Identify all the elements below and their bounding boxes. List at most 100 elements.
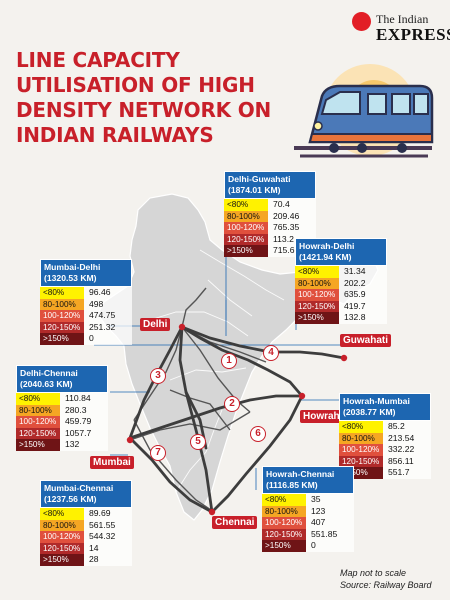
brand-logo-icon — [352, 12, 371, 31]
category-label: 120-150% — [224, 233, 268, 246]
category-label: 100-120% — [339, 444, 383, 456]
scale-note: Map not to scale — [340, 568, 407, 578]
route-line-1 — [180, 325, 304, 398]
category-value: 544.32 — [84, 531, 132, 543]
panel-row: 80-100% 123 — [262, 505, 354, 518]
panel-row: 120-150% 419.7 — [295, 300, 387, 313]
category-label: <80% — [295, 266, 339, 278]
category-value: 202.2 — [339, 277, 387, 290]
category-value: 110.84 — [60, 393, 108, 405]
panel-delhi-chennai: Delhi-Chennai (2040.63 KM) <80% 110.84 80… — [16, 365, 108, 451]
category-value: 85.2 — [383, 421, 431, 433]
panel-header: Delhi-Guwahati (1874.01 KM) — [224, 171, 316, 199]
brand: The Indian EXPRESS — [352, 10, 450, 50]
route-number-7: 7 — [150, 445, 166, 461]
panel-route-name: Mumbai-Delhi — [44, 262, 101, 272]
route-number-3: 3 — [150, 368, 166, 384]
title-line: UTILISATION OF HIGH — [16, 73, 255, 97]
category-value: 113.2 — [268, 233, 316, 246]
category-value: 715.6 — [268, 245, 316, 257]
panel-row: 120-150% 856.11 — [339, 455, 431, 468]
panel-row: <80% 89.69 — [40, 508, 132, 520]
category-value: 0 — [306, 540, 354, 552]
panel-route-length: (1874.01 KM) — [228, 185, 281, 195]
category-value: 89.69 — [84, 508, 132, 520]
panel-row: 120-150% 551.85 — [262, 528, 354, 541]
category-label: 100-120% — [224, 222, 268, 234]
category-label: 100-120% — [40, 310, 84, 322]
category-value: 96.46 — [84, 287, 132, 299]
category-label: 100-120% — [16, 416, 60, 428]
category-label: >150% — [40, 554, 84, 566]
category-value: 132.8 — [339, 312, 387, 324]
panel-route-name: Howrah-Delhi — [299, 241, 355, 251]
panel-row: 120-150% 251.32 — [40, 321, 132, 334]
panel-row: >150% 551.7 — [339, 467, 431, 479]
panel-row: >150% 132.8 — [295, 312, 387, 324]
category-label: 120-150% — [16, 427, 60, 440]
panel-route-name: Mumbai-Chennai — [44, 483, 114, 493]
category-label: 120-150% — [262, 528, 306, 541]
category-label: <80% — [40, 287, 84, 299]
route-line-7 — [128, 436, 214, 514]
panel-delhi-guwahati: Delhi-Guwahati (1874.01 KM) <80% 70.4 80-… — [224, 171, 316, 257]
route-line-3b — [178, 325, 214, 514]
brand-line2: EXPRESS — [376, 25, 450, 44]
category-value: 765.35 — [268, 222, 316, 234]
category-value: 635.9 — [339, 289, 387, 301]
panel-route-length: (2040.63 KM) — [20, 379, 73, 389]
panel-header: Delhi-Chennai (2040.63 KM) — [16, 365, 108, 393]
panel-row: 120-150% 14 — [40, 542, 132, 555]
panel-route-length: (1237.56 KM) — [44, 494, 97, 504]
city-label-mumbai: Mumbai — [90, 456, 134, 469]
category-label: <80% — [262, 494, 306, 506]
category-label: >150% — [224, 245, 268, 257]
title: LINE CAPACITY UTILISATION OF HIGH DENSIT… — [16, 48, 296, 148]
category-label: >150% — [40, 333, 84, 345]
category-label: 120-150% — [40, 542, 84, 555]
panel-row: 80-100% 213.54 — [339, 432, 431, 445]
route-number-5: 5 — [190, 434, 206, 450]
panel-row: 80-100% 280.3 — [16, 404, 108, 417]
panel-row: 100-120% 544.32 — [40, 531, 132, 543]
panel-route-length: (1116.85 KM) — [266, 480, 318, 490]
panel-row: 80-100% 202.2 — [295, 277, 387, 290]
panel-row: <80% 31.34 — [295, 266, 387, 278]
category-label: <80% — [40, 508, 84, 520]
category-value: 251.32 — [84, 321, 132, 334]
category-label: 120-150% — [295, 300, 339, 313]
city-label-delhi: Delhi — [140, 318, 171, 331]
panel-howrah-chennai: Howrah-Chennai (1116.85 KM) <80% 35 80-10… — [262, 466, 354, 552]
category-label: 80-100% — [262, 505, 306, 518]
panel-row: >150% 0 — [262, 540, 354, 552]
panel-route-name: Delhi-Guwahati — [228, 174, 291, 184]
panel-row: <80% 35 — [262, 494, 354, 506]
panel-route-name: Delhi-Chennai — [20, 368, 78, 378]
brand-line1: The Indian — [376, 12, 429, 26]
panel-row: 100-120% 459.79 — [16, 416, 108, 428]
panel-row: 120-150% 1057.7 — [16, 427, 108, 440]
category-value: 209.46 — [268, 210, 316, 223]
category-label: >150% — [339, 467, 383, 479]
category-label: >150% — [295, 312, 339, 324]
panel-howrah-mumbai: Howrah-Mumbai (2038.77 KM) <80% 85.2 80-1… — [339, 393, 431, 479]
panel-row: 100-120% 474.75 — [40, 310, 132, 322]
category-label: 120-150% — [339, 455, 383, 468]
category-value: 407 — [306, 517, 354, 529]
category-label: 80-100% — [40, 298, 84, 311]
panel-route-name: Howrah-Chennai — [266, 469, 335, 479]
category-label: <80% — [16, 393, 60, 405]
panel-row: <80% 110.84 — [16, 393, 108, 405]
panel-route-length: (1320.53 KM) — [44, 273, 97, 283]
panel-row: <80% 96.46 — [40, 287, 132, 299]
panel-mumbai-delhi: Mumbai-Delhi (1320.53 KM) <80% 96.46 80-1… — [40, 259, 132, 345]
category-value: 332.22 — [383, 444, 431, 456]
panel-mumbai-chennai: Mumbai-Chennai (1237.56 KM) <80% 89.69 80… — [40, 480, 132, 566]
category-label: >150% — [262, 540, 306, 552]
panel-row: 100-120% 407 — [262, 517, 354, 529]
route-number-1: 1 — [221, 353, 237, 369]
category-value: 14 — [84, 542, 132, 555]
category-value: 419.7 — [339, 300, 387, 313]
category-value: 498 — [84, 298, 132, 311]
